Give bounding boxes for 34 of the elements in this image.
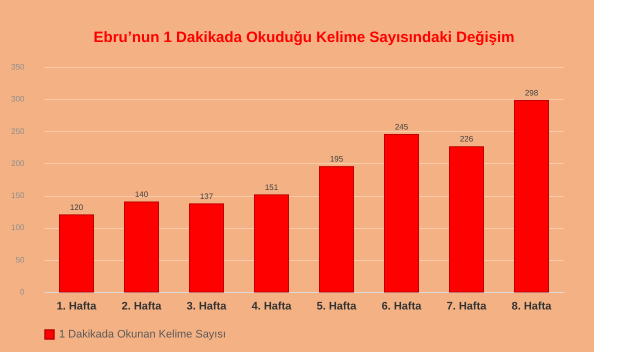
data-label: 298 bbox=[524, 88, 539, 98]
data-label: 226 bbox=[460, 134, 474, 144]
x-tick-label: 1. Hafta bbox=[56, 300, 98, 312]
bar bbox=[319, 166, 354, 292]
legend-label: 1 Dakikada Okunan Kelime Sayısı bbox=[59, 328, 226, 340]
bar bbox=[514, 100, 549, 292]
y-tick-label: 0 bbox=[20, 288, 26, 296]
bar bbox=[449, 146, 484, 292]
x-tick-label: 5. Hafta bbox=[316, 300, 358, 312]
data-label: 137 bbox=[200, 192, 214, 201]
data-label: 195 bbox=[330, 154, 344, 164]
bar bbox=[254, 194, 289, 292]
data-label: 245 bbox=[394, 122, 409, 132]
bar bbox=[124, 202, 159, 292]
x-tick-label: 7. Hafta bbox=[446, 300, 488, 312]
x-tick-label: 6. Hafta bbox=[382, 300, 422, 312]
y-tick-label: 250 bbox=[11, 126, 26, 136]
y-tick-label: 300 bbox=[11, 94, 26, 104]
x-tick-label: 4. Hafta bbox=[252, 300, 292, 312]
data-label: 120 bbox=[70, 202, 84, 212]
data-label: 140 bbox=[134, 190, 149, 199]
bar bbox=[384, 134, 419, 292]
data-label: 151 bbox=[264, 182, 279, 192]
chart-title: Ebru’nun 1 Dakikada Okuduğu Kelime Sayısındaki Değişim bbox=[94, 29, 514, 46]
x-tick-label: 8. Hafta bbox=[512, 300, 552, 312]
bar bbox=[189, 203, 224, 292]
bar bbox=[59, 214, 94, 292]
x-tick-label: 3. Hafta bbox=[186, 300, 228, 312]
y-tick-label: 350 bbox=[11, 62, 26, 72]
y-tick-label: 200 bbox=[11, 158, 26, 168]
x-tick-label: 2. Hafta bbox=[122, 300, 162, 312]
y-tick-label: 50 bbox=[16, 255, 26, 264]
y-tick-label: 100 bbox=[11, 223, 26, 232]
y-tick-label: 150 bbox=[11, 191, 26, 200]
